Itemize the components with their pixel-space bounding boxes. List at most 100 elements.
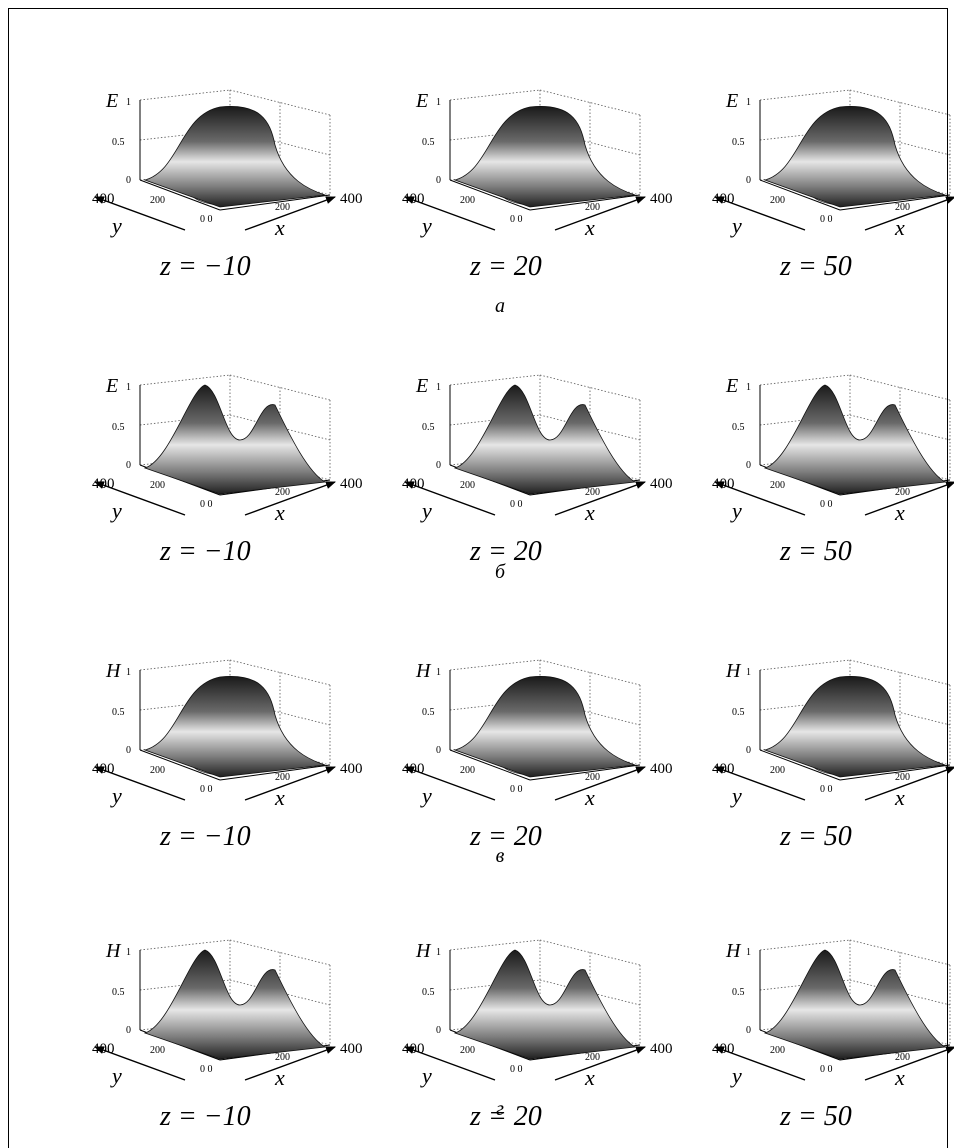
tick-label: 400 (402, 761, 425, 777)
x-axis-label: x (274, 785, 285, 810)
tick-label: 200 (770, 480, 785, 491)
axis-line (839, 194, 951, 211)
tick-label: 0 (436, 745, 441, 756)
tick-label: 0 0 (820, 499, 833, 510)
tick-label: 200 (770, 1045, 785, 1056)
tick-label: 0 (126, 175, 131, 186)
grid-line (449, 939, 541, 951)
tick-label: 200 (275, 487, 290, 498)
y-axis-arrow (714, 1046, 806, 1081)
y-axis-arrow (94, 766, 186, 801)
subplot-0-1: E 1 0.5 0 400 400 200 200 0 0 y x z = 20 (402, 89, 673, 282)
y-axis-arrow (714, 196, 806, 231)
tick-label: 0 (126, 745, 131, 756)
tick-label: 200 (770, 195, 785, 206)
x-axis-label: x (274, 1065, 285, 1090)
tick-label: 400 (92, 761, 115, 777)
tick-label: 0 0 (510, 499, 523, 510)
tick-label: 1 (126, 97, 131, 108)
subplot-2-0: H 1 0.5 0 400 400 200 200 0 0 y x z = −10 (92, 659, 363, 852)
tick-label: 200 (895, 487, 910, 498)
y-axis-label: y (110, 498, 122, 523)
tick-label: 200 (585, 202, 600, 213)
tick-label: 200 (770, 765, 785, 776)
surface-plot (763, 384, 947, 495)
grid-line (759, 414, 851, 426)
z-value-label: z = −10 (159, 821, 251, 852)
grid-line (139, 374, 231, 386)
tick-label: 0 0 (820, 1064, 833, 1075)
y-axis-arrow (94, 196, 186, 231)
z-value-label: z = 20 (469, 1101, 542, 1132)
z-value-label: z = −10 (159, 536, 251, 567)
x-axis-label: x (894, 785, 905, 810)
tick-label: 1 (126, 667, 131, 678)
quantity-label: E (415, 90, 428, 112)
x-axis-label: x (584, 1065, 595, 1090)
tick-label: 0 (436, 175, 441, 186)
axis-line (449, 749, 531, 781)
z-value-label: z = 50 (779, 821, 852, 852)
tick-label: 0 (746, 460, 751, 471)
tick-label: 200 (895, 1052, 910, 1063)
tick-label: 0 0 (200, 1064, 213, 1075)
grid-line (449, 129, 541, 141)
grid-line (449, 374, 541, 386)
axis-line (839, 764, 951, 781)
axis-line (529, 194, 641, 211)
surface-plot (453, 676, 636, 778)
tick-label: 400 (650, 761, 673, 777)
tick-label: 400 (340, 191, 363, 207)
row-caption: б (495, 561, 506, 583)
surface-plot (453, 106, 636, 208)
tick-label: 0 0 (510, 1064, 523, 1075)
tick-label: 0 0 (200, 214, 213, 225)
tick-label: 0.5 (422, 707, 435, 718)
x-axis-arrow (244, 481, 336, 516)
tick-label: 0 (126, 1025, 131, 1036)
tick-label: 0.5 (112, 707, 125, 718)
tick-label: 200 (585, 1052, 600, 1063)
tick-label: 0.5 (422, 987, 435, 998)
grid-line (139, 699, 231, 711)
x-axis-label: x (584, 215, 595, 240)
x-axis-arrow (864, 196, 954, 231)
quantity-label: H (725, 940, 742, 962)
x-axis-arrow (554, 766, 646, 801)
axis-line (219, 764, 331, 781)
grid-line (449, 414, 541, 426)
z-value-label: z = 20 (469, 536, 542, 567)
subplot-1-0: E 1 0.5 0 400 400 200 200 0 0 y x z = −10 (92, 374, 363, 567)
tick-label: 0 0 (820, 214, 833, 225)
axis-line (449, 179, 531, 211)
surface-plot (453, 949, 637, 1060)
tick-label: 200 (585, 487, 600, 498)
x-axis-arrow (864, 1046, 954, 1081)
y-axis-label: y (730, 498, 742, 523)
axis-line (759, 749, 841, 781)
tick-label: 1 (126, 382, 131, 393)
x-axis-label: x (274, 500, 285, 525)
tick-label: 200 (895, 772, 910, 783)
axis-line (219, 194, 331, 211)
z-value-label: z = 50 (779, 251, 852, 282)
axis-line (759, 179, 841, 211)
tick-label: 200 (275, 1052, 290, 1063)
tick-label: 0 (746, 175, 751, 186)
tick-label: 0 0 (200, 784, 213, 795)
y-axis-label: y (110, 213, 122, 238)
tick-label: 400 (340, 1041, 363, 1057)
tick-label: 400 (402, 191, 425, 207)
tick-label: 0.5 (112, 422, 125, 433)
z-value-label: z = 20 (469, 821, 542, 852)
tick-label: 200 (460, 480, 475, 491)
tick-label: 200 (585, 772, 600, 783)
grid-line (759, 659, 851, 671)
tick-label: 200 (460, 765, 475, 776)
tick-label: 400 (92, 476, 115, 492)
grid-line (139, 659, 231, 671)
y-axis-arrow (404, 196, 496, 231)
tick-label: 200 (150, 1045, 165, 1056)
tick-label: 0.5 (112, 987, 125, 998)
